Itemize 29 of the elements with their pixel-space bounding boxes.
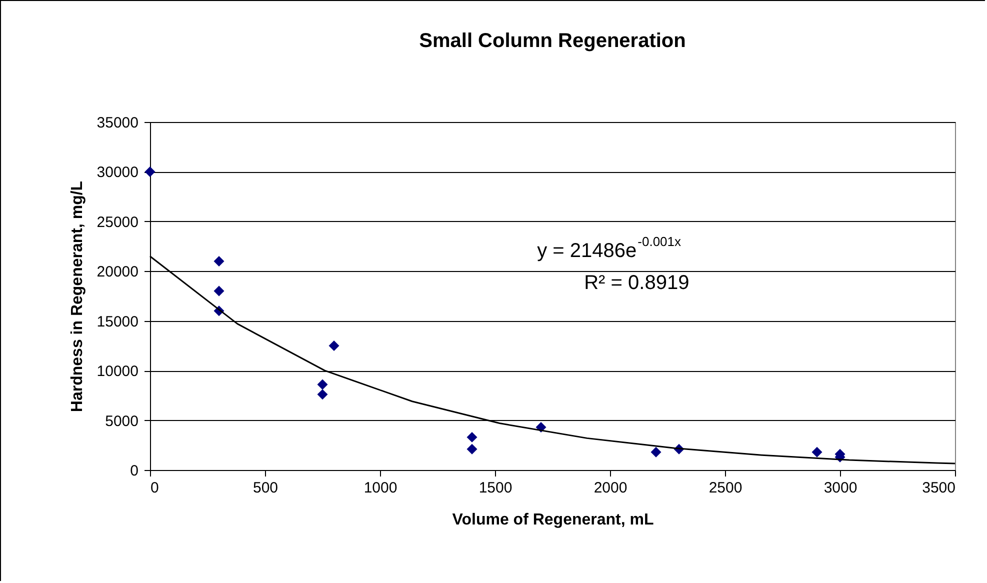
chart-title: Small Column Regeneration bbox=[419, 30, 686, 52]
x-tick-label: 500 bbox=[252, 480, 278, 496]
y-tick-label: 5000 bbox=[105, 412, 138, 430]
point bbox=[812, 446, 822, 458]
y-tick-label: 35000 bbox=[96, 114, 138, 132]
point bbox=[650, 446, 662, 458]
x-tick-label: 3000 bbox=[824, 480, 858, 496]
point bbox=[317, 389, 328, 400]
y-tick-label: 15000 bbox=[96, 313, 138, 330]
x-tick-label: 3500 bbox=[922, 480, 956, 496]
y-tick-label: 25000 bbox=[96, 214, 138, 231]
point bbox=[466, 444, 478, 454]
point bbox=[214, 256, 224, 266]
x-tick-label: 1500 bbox=[478, 480, 512, 496]
y-tick-label: 30000 bbox=[96, 164, 138, 182]
x-tick-label: 0 bbox=[150, 480, 159, 496]
y-tick-label: 20000 bbox=[96, 264, 138, 281]
y-tick-label: 10000 bbox=[96, 363, 138, 380]
y-axis-title: Hardness in Regenerant, mg/L bbox=[68, 180, 86, 412]
point bbox=[214, 286, 224, 296]
point bbox=[466, 432, 478, 442]
y-tick-label: 0 bbox=[130, 462, 138, 480]
x-tick-label: 2000 bbox=[594, 480, 628, 496]
point bbox=[317, 379, 328, 390]
x-axis-title: Volume of Regenerant, mL bbox=[452, 512, 654, 528]
x-tick-label: 2500 bbox=[708, 480, 742, 496]
x-tick-label: 1000 bbox=[364, 480, 398, 496]
point bbox=[328, 340, 340, 351]
annotation: R² = 0.8919 bbox=[584, 272, 690, 294]
